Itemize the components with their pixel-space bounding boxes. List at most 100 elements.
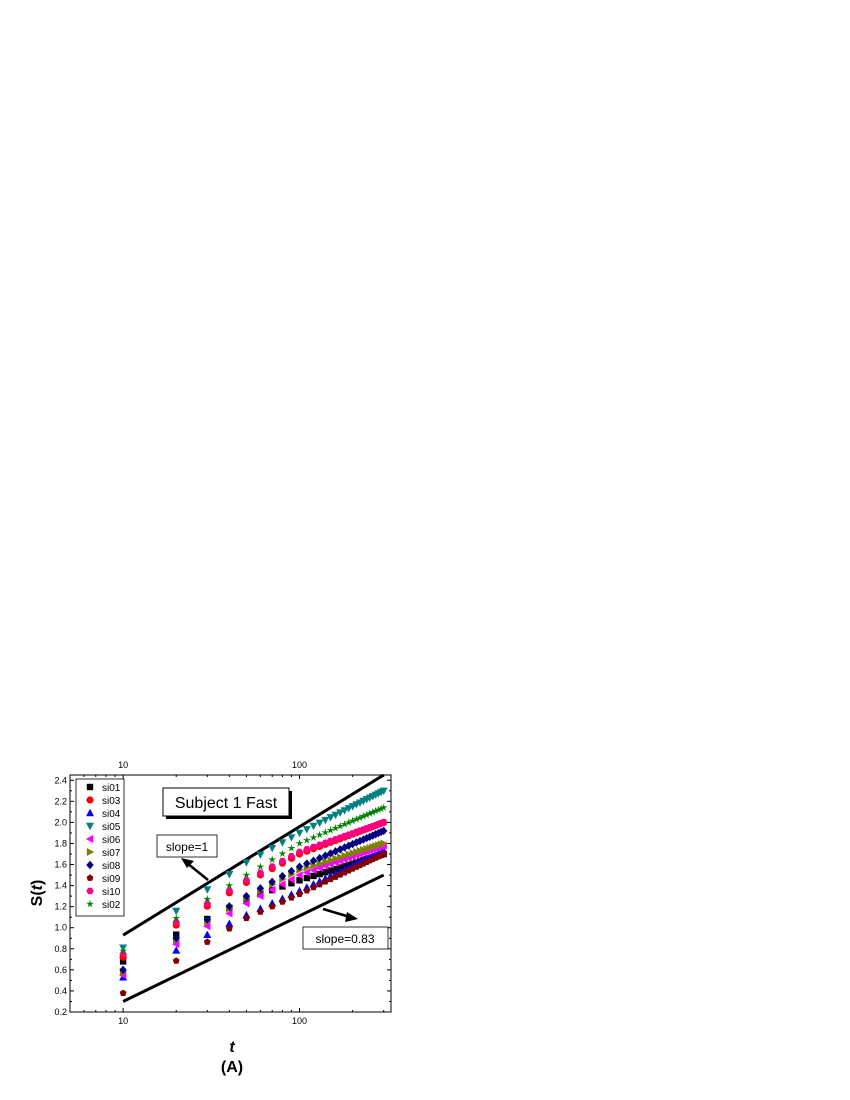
legend-marker <box>86 874 94 881</box>
data-point <box>225 887 234 894</box>
data-point <box>119 958 127 965</box>
data-point <box>310 861 318 870</box>
legend-marker <box>86 848 95 856</box>
data-point <box>256 869 265 877</box>
data-point <box>256 862 265 871</box>
data-point <box>379 826 388 836</box>
data-point <box>203 915 211 924</box>
data-point <box>296 890 303 897</box>
data-point <box>242 870 251 879</box>
legend-marker <box>86 887 94 895</box>
title-box-frame <box>162 787 290 817</box>
data-point <box>242 859 251 867</box>
data-point <box>172 907 181 916</box>
legend-label: si10 <box>102 887 121 898</box>
slope-1-label: slope=1 <box>166 840 209 854</box>
x-tick-label: 10 <box>118 1016 128 1026</box>
data-point <box>303 859 311 868</box>
data-point <box>172 957 180 964</box>
data-point <box>172 940 180 949</box>
legend-label: si06 <box>102 835 121 846</box>
data-point <box>278 849 287 858</box>
data-point <box>203 886 212 894</box>
series-si10 <box>119 819 388 958</box>
data-point <box>256 851 265 859</box>
data-point <box>268 863 276 870</box>
series-si08 <box>119 826 388 975</box>
data-point <box>336 845 344 854</box>
data-point <box>287 834 296 842</box>
data-point <box>242 877 251 884</box>
data-point <box>295 839 304 847</box>
data-point <box>278 871 287 881</box>
legend-label: si04 <box>102 809 121 820</box>
legend-label: si02 <box>102 900 121 911</box>
data-point <box>119 950 127 958</box>
data-point <box>203 922 211 931</box>
data-point <box>322 869 329 876</box>
data-point <box>296 877 303 884</box>
x-axis-label: t <box>229 1039 235 1056</box>
data-point <box>203 930 212 939</box>
data-point <box>203 894 212 903</box>
slope-1-line <box>122 773 385 937</box>
data-point <box>379 787 388 795</box>
data-point <box>302 836 311 844</box>
slope-083-box <box>302 926 389 950</box>
data-point <box>377 804 386 813</box>
data-point <box>268 855 277 864</box>
legend-label: si09 <box>102 874 121 885</box>
data-point <box>327 867 334 874</box>
y-tick-label: 1.8 <box>54 838 67 848</box>
data-point <box>379 819 388 826</box>
data-point <box>256 908 264 915</box>
y-tick-label: 2.4 <box>54 775 67 785</box>
series-si09 <box>119 850 388 996</box>
data-point <box>332 865 339 873</box>
series-si05 <box>119 787 388 952</box>
data-point <box>341 851 349 860</box>
data-point <box>321 878 329 885</box>
data-point <box>172 914 181 922</box>
data-points <box>118 787 388 996</box>
data-point <box>287 853 296 860</box>
legend-label: si03 <box>102 796 121 807</box>
data-point <box>315 830 324 839</box>
slope-083-arrow <box>322 907 351 919</box>
data-point <box>225 902 234 911</box>
data-point <box>315 819 324 828</box>
y-axis-label-prefix: S( <box>29 890 46 907</box>
slope-083-annotation: slope=0.83 <box>302 907 389 950</box>
data-point <box>327 856 335 865</box>
data-point <box>340 843 349 852</box>
slope-083-arrowhead <box>345 912 358 922</box>
slope-1-arrow <box>186 862 209 881</box>
y-tick-label: 0.6 <box>54 965 67 975</box>
data-point <box>365 809 374 817</box>
data-point <box>309 833 318 841</box>
data-point <box>371 830 380 839</box>
data-point <box>316 880 324 888</box>
slope-1-annotation: slope=1 <box>156 834 218 881</box>
data-point <box>344 818 353 826</box>
data-point <box>309 856 318 865</box>
data-point <box>268 877 276 887</box>
data-point <box>242 891 251 901</box>
legend-label: si01 <box>102 783 121 794</box>
data-point <box>295 871 303 880</box>
legend-marker <box>86 808 94 817</box>
y-axis-label-suffix: ) <box>29 880 46 885</box>
data-point <box>345 850 353 859</box>
slope-1-arrowhead <box>181 858 194 868</box>
data-point <box>302 826 311 834</box>
data-point <box>309 866 317 875</box>
data-point <box>295 829 304 838</box>
legend-label: si05 <box>102 822 121 833</box>
data-point <box>287 866 296 876</box>
data-point <box>172 933 180 943</box>
data-point <box>379 803 388 812</box>
data-point <box>359 812 368 820</box>
data-point <box>242 914 250 922</box>
data-point <box>316 859 324 868</box>
